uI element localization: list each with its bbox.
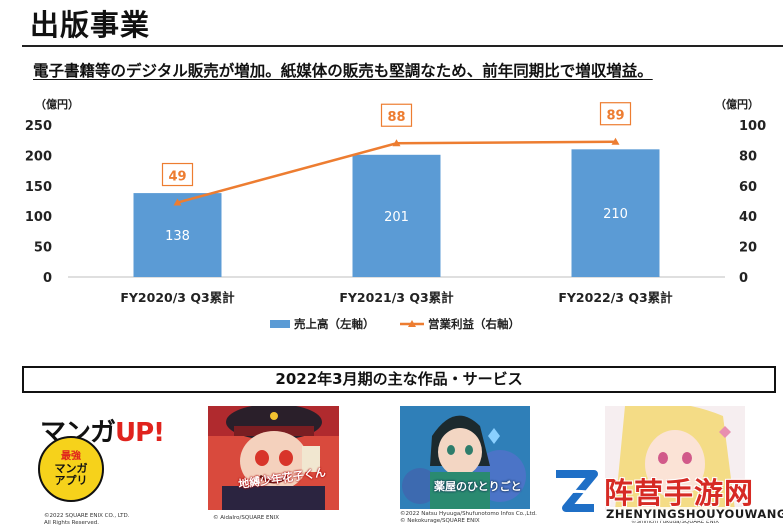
left-tick-label: 250 <box>25 119 52 134</box>
left-tick-label: 50 <box>34 241 52 256</box>
right-tick-label: 100 <box>739 119 766 134</box>
kusuriya-no-hitorigoto-cover-icon: 薬屋のひとりごと <box>400 406 530 509</box>
category-label: FY2020/3 Q3累計 <box>120 290 235 305</box>
legend-bar-label: 売上高（左軸） <box>294 317 375 331</box>
sono-bisque-doll-cover-icon <box>605 406 745 510</box>
line-value-box <box>380 103 413 127</box>
left-tick-label: 100 <box>25 210 52 225</box>
watermark-text-cn: 阵营手游网 <box>604 476 755 510</box>
badge-line-3: アプリ <box>54 474 88 487</box>
right-tick-label: 0 <box>739 271 748 286</box>
left-axis-unit: （億円） <box>35 97 79 111</box>
watermark-logo-icon <box>549 470 599 512</box>
sales-profit-chart: （億円） （億円） 0 50 100 150 200 250 0 20 40 60 80 100 138 20… <box>25 97 766 331</box>
page-title: 出版事業 <box>30 8 151 42</box>
bar <box>571 149 660 277</box>
line-value-label: 89 <box>606 109 624 124</box>
line-value-label: 49 <box>168 170 186 185</box>
line-value-label: 88 <box>387 110 405 125</box>
left-tick-label: 200 <box>25 149 52 164</box>
badge-line-1: 最強 <box>61 451 81 462</box>
jibaku-shounen-hanako-kun-cover-icon: 地縛少年花子くん <box>208 406 339 510</box>
right-tick-label: 80 <box>739 149 757 164</box>
section-heading: 2022年3月期の主な作品・サービス <box>22 366 776 393</box>
legend-line-marker <box>408 320 416 327</box>
credit-hanako: © AidaIro/SQUARE ENIX <box>213 515 280 521</box>
bar <box>352 154 441 277</box>
left-tick-label: 0 <box>43 271 52 286</box>
line-point <box>611 137 620 145</box>
line-point <box>392 139 401 147</box>
line-point <box>173 198 182 206</box>
left-tick-label: 150 <box>25 180 52 195</box>
legend-bar-swatch <box>270 320 290 328</box>
credit-bisque-doll: ©Shinichi Fukuda/SQUARE ENIX <box>631 519 720 525</box>
bar-value-label: 201 <box>384 210 409 225</box>
page-subtitle: 電子書籍等のデジタル販売が増加。紙媒体の販売も堅調なため、前年同期比で増収増益。 <box>33 62 653 80</box>
category-label: FY2022/3 Q3累計 <box>558 290 673 305</box>
watermark-text-en: ZHENYINGSHOUYOUWANG <box>606 507 783 521</box>
cover-title-kusuriya: 薬屋のひとりごと <box>434 480 522 493</box>
bar-value-label: 210 <box>603 207 628 222</box>
legend-line-label: 営業利益（右軸） <box>428 317 520 331</box>
bar-value-label: 138 <box>165 229 190 244</box>
logo-badge: 最強 マンガ アプリ <box>38 436 104 502</box>
title-divider <box>22 45 783 47</box>
line-value-box <box>161 162 194 187</box>
right-tick-label: 40 <box>739 210 757 225</box>
badge-line-2: マンガ <box>54 462 88 475</box>
line-value-box <box>599 102 632 126</box>
right-tick-label: 20 <box>739 241 757 256</box>
bar <box>133 193 222 277</box>
right-tick-label: 60 <box>739 180 757 195</box>
right-axis-unit: （億円） <box>715 97 759 111</box>
credit-manga-up: ©2022 SQUARE ENIX CO., LTD. All Rights R… <box>44 513 130 526</box>
credit-kusuriya: ©2022 Natsu Hyuuga/Shufunotomo Infos Co.… <box>400 511 537 524</box>
category-label: FY2021/3 Q3累計 <box>339 290 454 305</box>
logo-text-up: UP! <box>115 418 165 448</box>
